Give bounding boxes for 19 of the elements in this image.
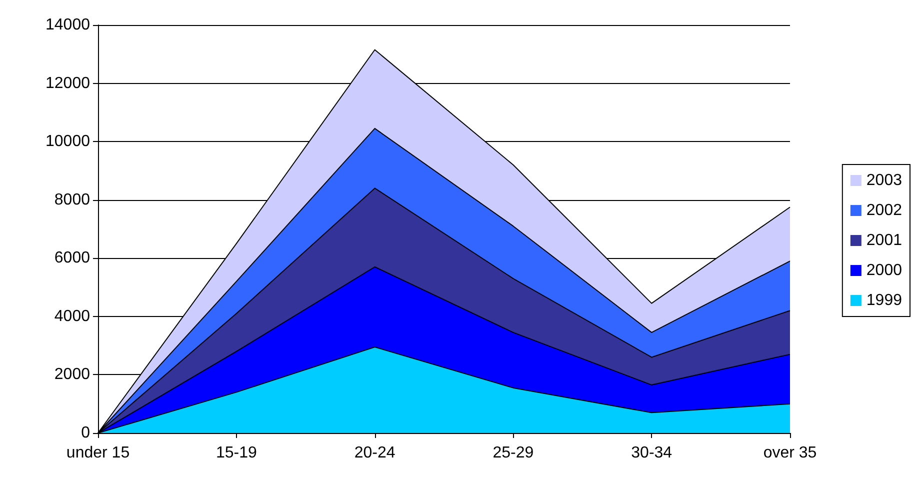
legend-label: 2003 [866,172,902,189]
y-tick-label: 0 [81,424,90,442]
legend-label: 2000 [866,262,902,279]
y-tick-label: 2000 [54,366,90,384]
x-tick-label: 25-29 [492,444,534,462]
x-tick-label: 30-34 [631,444,672,462]
y-tick-label: 10000 [46,133,90,150]
y-tick-label: 14000 [46,16,90,34]
y-tick-label: 6000 [54,250,90,267]
x-tick-label: 20-24 [354,444,396,462]
x-tick-label: under 15 [66,444,130,462]
x-tick-label: over 35 [763,444,817,462]
legend-label: 2002 [866,202,902,219]
y-tick-label: 8000 [54,191,90,208]
y-tick-label: 12000 [46,74,90,92]
legend-label: 2001 [866,232,902,249]
x-tick-label: 15-19 [216,444,257,462]
y-tick-label: 4000 [54,308,90,325]
legend-label: 1999 [866,292,902,309]
